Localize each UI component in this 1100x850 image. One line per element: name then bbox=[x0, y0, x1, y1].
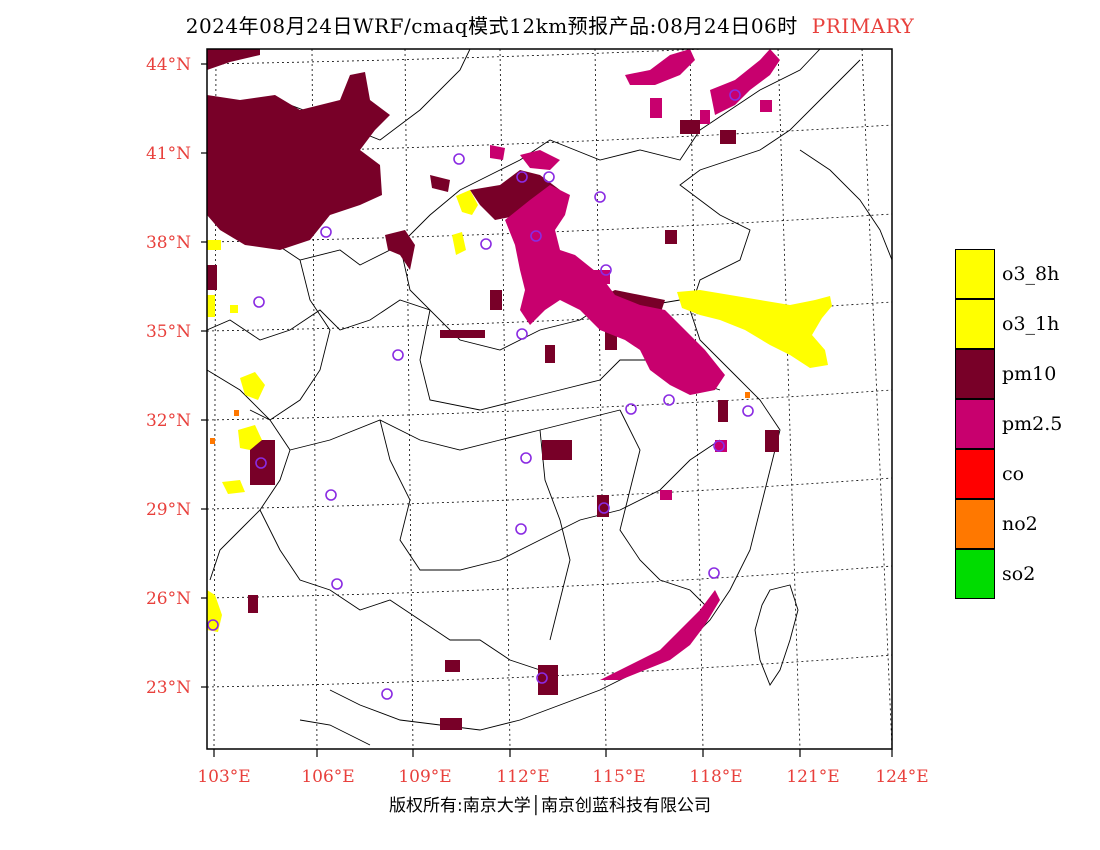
legend-label: so2 bbox=[1002, 563, 1036, 585]
lon-axis bbox=[213, 749, 893, 757]
lat-label: 41°N bbox=[146, 144, 191, 164]
legend-item-pm10: pm10 bbox=[955, 349, 1095, 399]
lat-label: 38°N bbox=[146, 233, 191, 253]
lon-label: 103°E bbox=[197, 767, 250, 787]
lat-label: 23°N bbox=[146, 678, 191, 698]
lon-label: 121°E bbox=[786, 767, 839, 787]
chart-title: 2024年08月24日WRF/cmaq模式12km预报产品:08月24日06时 P… bbox=[0, 10, 1100, 39]
lon-label: 115°E bbox=[592, 767, 645, 787]
lon-label: 118°E bbox=[689, 767, 742, 787]
legend-label: pm2.5 bbox=[1002, 413, 1063, 435]
legend-swatch bbox=[955, 399, 995, 449]
lon-label: 109°E bbox=[398, 767, 451, 787]
no2-areas bbox=[210, 392, 750, 444]
lat-labels: 44°N 41°N 38°N 35°N 32°N 29°N 26°N 23°N bbox=[146, 55, 191, 698]
lat-axis bbox=[201, 63, 207, 688]
legend-item-co: co bbox=[955, 449, 1095, 499]
legend-label: o3_8h bbox=[1002, 263, 1060, 285]
legend-swatch bbox=[955, 499, 995, 549]
legend: o3_8h o3_1h pm10 pm2.5 co no2 so2 bbox=[955, 249, 1095, 599]
legend-label: no2 bbox=[1002, 513, 1038, 535]
legend-label: co bbox=[1002, 463, 1025, 485]
o3-areas bbox=[207, 190, 832, 632]
lat-label: 44°N bbox=[146, 55, 191, 75]
map-frame bbox=[206, 48, 893, 750]
legend-swatch bbox=[955, 249, 995, 299]
lat-label: 29°N bbox=[146, 500, 191, 520]
legend-item-no2: no2 bbox=[955, 499, 1095, 549]
legend-label: o3_1h bbox=[1002, 313, 1060, 335]
pm25-areas bbox=[490, 49, 780, 680]
lon-label: 106°E bbox=[301, 767, 354, 787]
legend-swatch bbox=[955, 299, 995, 349]
legend-item-o3-8h: o3_8h bbox=[955, 249, 1095, 299]
lon-labels: 103°E 106°E 109°E 112°E 115°E 118°E 121°… bbox=[197, 767, 928, 787]
copyright-footer: 版权所有:南京大学│南京创蓝科技有限公司 bbox=[389, 796, 711, 816]
boundaries bbox=[207, 49, 892, 746]
legend-item-pm25: pm2.5 bbox=[955, 399, 1095, 449]
lat-label: 32°N bbox=[146, 411, 191, 431]
legend-label: pm10 bbox=[1002, 363, 1057, 385]
legend-swatch bbox=[955, 549, 995, 599]
lon-label: 124°E bbox=[875, 767, 928, 787]
station-markers bbox=[207, 89, 754, 700]
lat-label: 26°N bbox=[146, 589, 191, 609]
legend-item-so2: so2 bbox=[955, 549, 1095, 599]
legend-swatch bbox=[955, 449, 995, 499]
lat-label: 35°N bbox=[146, 322, 191, 342]
map-content bbox=[207, 49, 892, 749]
title-text: 2024年08月24日WRF/cmaq模式12km预报产品:08月24日06时 bbox=[185, 14, 798, 38]
lon-label: 112°E bbox=[496, 767, 549, 787]
legend-swatch bbox=[955, 349, 995, 399]
primary-tag: PRIMARY bbox=[811, 14, 915, 38]
legend-item-o3-1h: o3_1h bbox=[955, 299, 1095, 349]
